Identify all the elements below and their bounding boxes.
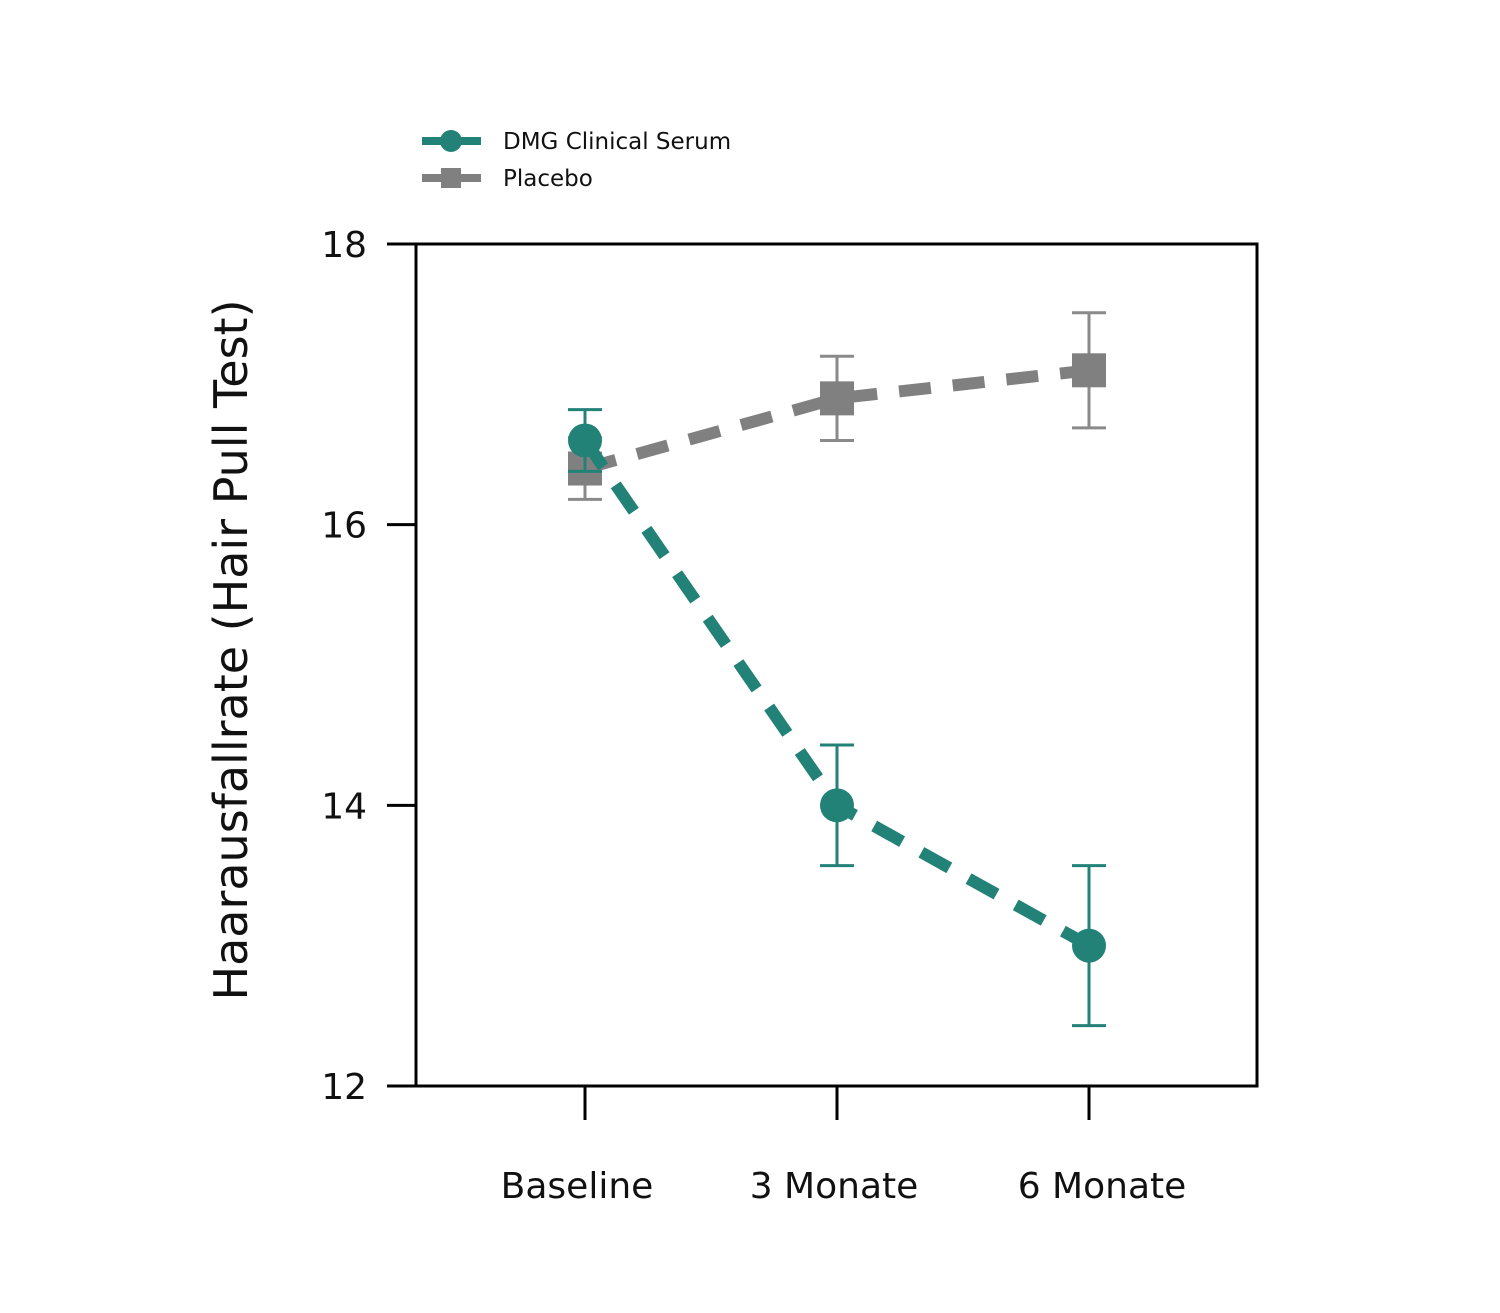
x-tick-label-1: 3 Monate bbox=[750, 1166, 919, 1207]
point-0-2 bbox=[1072, 928, 1106, 963]
point-0-1 bbox=[820, 788, 854, 823]
y-tick-label-12: 12 bbox=[321, 1067, 367, 1108]
legend-item-1: Placebo bbox=[422, 166, 593, 192]
x-axis: Baseline 3 Monate 6 Monate bbox=[501, 1086, 1187, 1207]
series-0 bbox=[568, 408, 1106, 1028]
series-1 bbox=[568, 311, 1106, 501]
legend-label-0: DMG Clinical Serum bbox=[503, 129, 731, 155]
point-1-1 bbox=[820, 381, 854, 416]
legend-marker-0 bbox=[440, 130, 462, 152]
x-tick-label-2: 6 Monate bbox=[1018, 1166, 1187, 1207]
y-axis-title: Haarausfallrate (Hair Pull Test) bbox=[204, 299, 258, 1000]
legend: DMG Clinical Serum Placebo bbox=[422, 129, 731, 192]
y-tick-label-16: 16 bbox=[321, 506, 367, 547]
x-tick-label-0: Baseline bbox=[501, 1166, 654, 1207]
y-tick-label-18: 18 bbox=[321, 225, 367, 266]
y-axis: 12 14 16 18 bbox=[321, 225, 437, 1108]
point-0-0 bbox=[568, 423, 602, 458]
legend-marker-1 bbox=[441, 168, 461, 188]
legend-label-1: Placebo bbox=[503, 166, 593, 192]
series-layer bbox=[568, 311, 1106, 1028]
series-line-0 bbox=[580, 437, 1092, 951]
point-1-2 bbox=[1072, 353, 1106, 388]
y-tick-label-14: 14 bbox=[321, 786, 367, 827]
legend-item-0: DMG Clinical Serum bbox=[422, 129, 731, 155]
